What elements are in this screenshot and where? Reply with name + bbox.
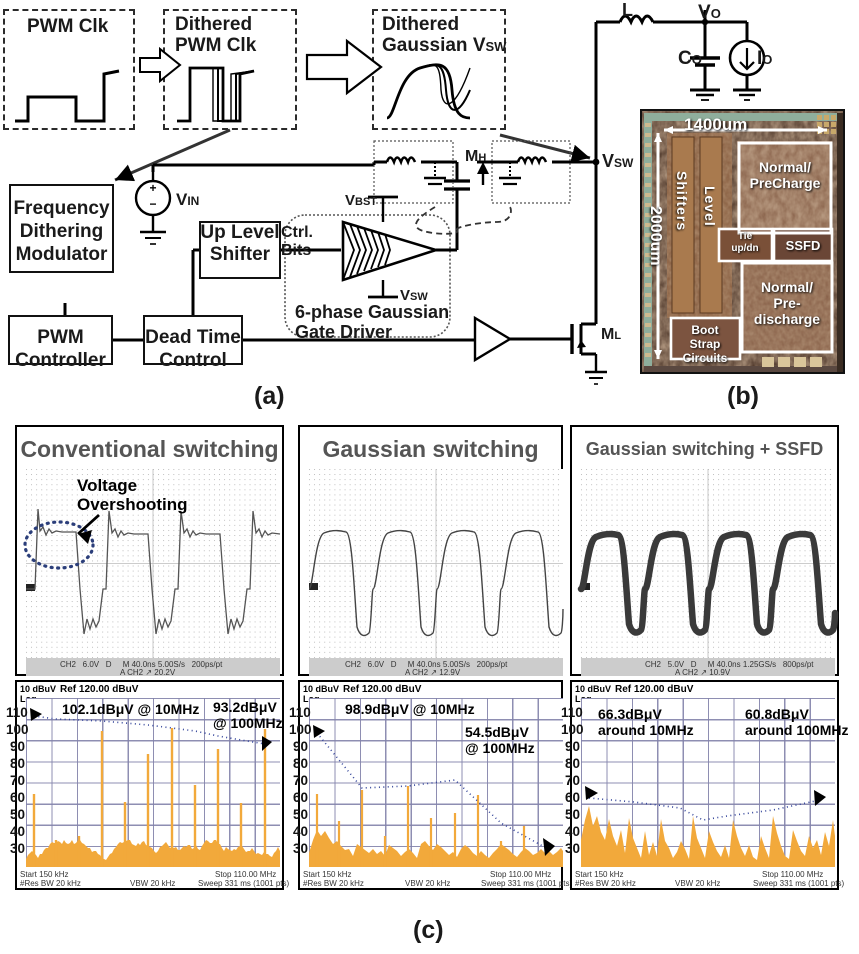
svg-text:+: + — [149, 181, 156, 195]
svg-text:−: − — [149, 197, 156, 211]
